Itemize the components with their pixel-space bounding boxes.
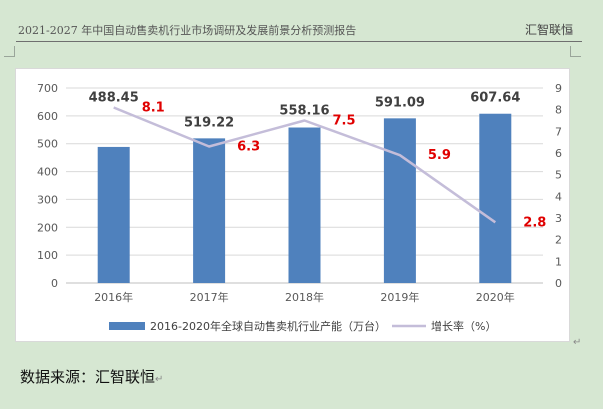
bar: [193, 138, 226, 283]
combo-chart: 0 100 200 300 400 500 600 700 0 1 2 3 4 5 6 7 8 9 488.45 51…: [37, 82, 562, 333]
x-tick-label: 2019年: [380, 290, 419, 304]
legend-bar-label: 2016-2020年全球自动售卖机行业产能（万台）: [150, 319, 386, 333]
y-left-tick-label: 400: [37, 166, 58, 179]
growth-value-label: 7.5: [333, 114, 356, 129]
bar-value-label: 488.45: [89, 91, 139, 106]
y-left-tick-label: 200: [37, 221, 58, 234]
data-source: 数据来源：汇智联恒↵: [20, 366, 163, 387]
y-right-tick-label: 1: [555, 255, 562, 268]
margin-corner-right: [570, 46, 581, 57]
x-tick-label: 2016年: [94, 290, 133, 304]
bar: [288, 127, 321, 283]
y-left-tick-label: 100: [37, 249, 58, 262]
y-right-tick-label: 6: [555, 147, 562, 160]
margin-corner-left: [4, 46, 15, 57]
report-title: 2021-2027 年中国自动售卖机行业市场调研及发展前景分析预测报告: [18, 24, 357, 37]
chart-container[interactable]: 0 100 200 300 400 500 600 700 0 1 2 3 4 5 6 7 8 9 488.45 51…: [15, 68, 570, 342]
bar-value-label: 591.09: [375, 95, 425, 110]
bar-value-label: 607.64: [470, 91, 520, 106]
growth-value-label: 8.1: [142, 101, 165, 116]
y-right-tick-label: 5: [555, 169, 562, 182]
source-paragraph-mark: ↵: [155, 374, 164, 385]
y-right-tick-label: 4: [555, 190, 562, 203]
bar-value-label: 519.22: [184, 115, 234, 130]
growth-value-label: 2.8: [523, 215, 546, 230]
header-brand: 汇智联恒: [524, 23, 573, 37]
y-right-tick-label: 8: [555, 104, 562, 117]
y-right-tick-label: 7: [555, 125, 562, 138]
x-tick-label: 2020年: [476, 290, 515, 304]
y-left-tick-label: 0: [51, 277, 58, 290]
bar: [97, 146, 130, 283]
document-header: 2021-2027 年中国自动售卖机行业市场调研及发展前景分析预测报告 汇智联恒: [0, 0, 603, 46]
header-divider: [16, 41, 582, 42]
y-left-tick-label: 500: [37, 138, 58, 151]
growth-value-label: 6.3: [237, 140, 260, 155]
x-tick-label: 2018年: [285, 290, 324, 304]
growth-value-label: 5.9: [428, 148, 451, 163]
y-right-tick-label: 9: [555, 82, 562, 95]
y-left-tick-label: 600: [37, 110, 58, 123]
y-right-tick-label: 0: [555, 277, 562, 290]
y-right-tick-label: 3: [555, 212, 562, 225]
bar: [383, 118, 416, 283]
bar-value-label: 558.16: [279, 104, 329, 119]
x-tick-label: 2017年: [190, 290, 229, 304]
bar: [479, 113, 512, 284]
legend-bar-swatch: [109, 322, 145, 330]
data-source-text: 数据来源：汇智联恒: [20, 368, 156, 386]
legend-line-label: 增长率（%）: [431, 319, 496, 333]
y-right-tick-label: 2: [555, 234, 562, 247]
chart-paragraph-mark: ↵: [573, 337, 582, 348]
y-left-tick-label: 300: [37, 193, 58, 206]
y-left-tick-label: 700: [37, 82, 58, 95]
header-paragraph-mark: ↵: [566, 28, 575, 39]
